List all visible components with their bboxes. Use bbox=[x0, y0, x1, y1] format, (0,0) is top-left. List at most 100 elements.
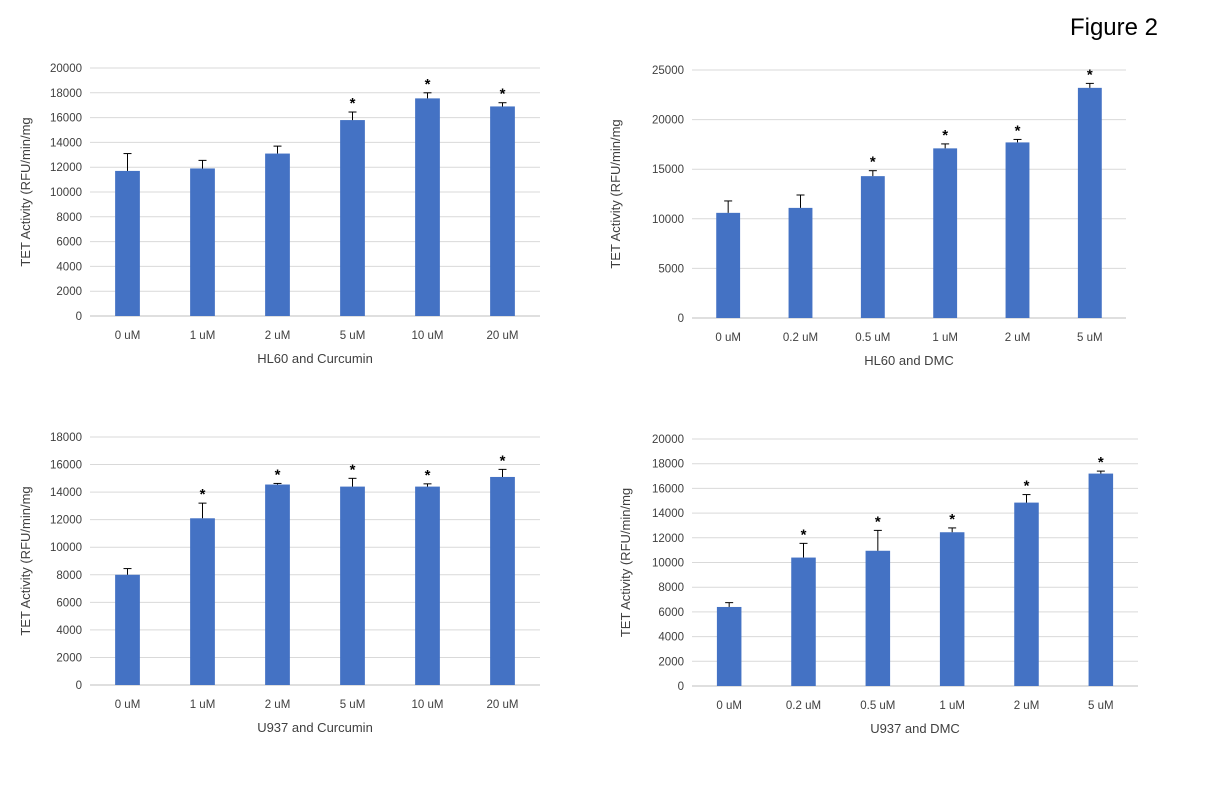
bar bbox=[865, 550, 891, 686]
y-tick-label: 8000 bbox=[56, 570, 82, 582]
y-tick-label: 2000 bbox=[56, 286, 82, 298]
x-tick-label: 0.2 uM bbox=[786, 700, 821, 712]
y-tick-label: 12000 bbox=[50, 162, 82, 174]
significance-marker: * bbox=[275, 466, 281, 483]
x-axis-title: HL60 and DMC bbox=[864, 353, 954, 368]
chart-svg: 0 2000 4000 6000 8000 10000 12000 14000 16000 180… bbox=[18, 63, 540, 366]
y-tick-label: 4000 bbox=[56, 261, 82, 273]
chart-u937-curcumin: 0 2000 4000 6000 8000 10000 12000 14000 16000 180… bbox=[10, 420, 610, 798]
significance-marker: * bbox=[350, 95, 356, 112]
x-tick-label: 5 uM bbox=[340, 699, 366, 711]
bar bbox=[1088, 473, 1114, 686]
y-tick-label: 14000 bbox=[50, 137, 82, 149]
bar bbox=[939, 532, 965, 686]
significance-marker: * bbox=[949, 511, 955, 528]
y-tick-label: 0 bbox=[678, 313, 684, 325]
y-tick-label: 14000 bbox=[50, 487, 82, 499]
bar bbox=[788, 207, 813, 318]
bar bbox=[716, 606, 742, 686]
figure-label: Figure 2 bbox=[1069, 14, 1158, 41]
y-tick-label: 14000 bbox=[652, 508, 684, 520]
significance-marker: * bbox=[942, 127, 948, 144]
significance-marker: * bbox=[500, 452, 506, 469]
y-tick-label: 6000 bbox=[658, 607, 684, 619]
x-tick-label: 2 uM bbox=[1014, 700, 1040, 712]
significance-marker: * bbox=[425, 76, 431, 93]
x-axis-title: U937 and DMC bbox=[870, 721, 960, 736]
y-tick-label: 20000 bbox=[652, 434, 684, 446]
bar bbox=[340, 120, 365, 316]
x-tick-label: 20 uM bbox=[487, 330, 519, 342]
x-axis-title: U937 and Curcumin bbox=[257, 720, 373, 735]
x-tick-label: 0 uM bbox=[716, 700, 742, 712]
chart-svg: 0 2000 4000 6000 8000 10000 12000 14000 16000 180… bbox=[18, 432, 540, 735]
chart-u937-dmc: 0 2000 4000 6000 8000 10000 12000 14000 16000 180… bbox=[610, 422, 1210, 800]
y-tick-label: 10000 bbox=[50, 187, 82, 199]
bar bbox=[490, 476, 515, 685]
bar bbox=[1005, 142, 1030, 318]
bar bbox=[115, 574, 140, 685]
y-tick-label: 18000 bbox=[50, 432, 82, 444]
x-tick-label: 2 uM bbox=[1005, 332, 1031, 344]
y-tick-label: 10000 bbox=[50, 542, 82, 554]
x-tick-label: 0 uM bbox=[115, 330, 141, 342]
chart-hl60-curcumin: 0 2000 4000 6000 8000 10000 12000 14000 16000 180… bbox=[10, 52, 610, 430]
x-tick-label: 0 uM bbox=[115, 699, 141, 711]
y-tick-label: 12000 bbox=[50, 515, 82, 527]
x-tick-label: 1 uM bbox=[190, 699, 216, 711]
bar bbox=[791, 557, 816, 686]
y-tick-label: 8000 bbox=[658, 582, 684, 594]
significance-marker: * bbox=[801, 526, 807, 543]
bar bbox=[415, 98, 440, 316]
y-tick-label: 12000 bbox=[652, 533, 684, 545]
x-tick-label: 2 uM bbox=[265, 330, 291, 342]
bar bbox=[115, 170, 140, 316]
bar bbox=[1077, 87, 1102, 318]
y-tick-label: 4000 bbox=[56, 625, 82, 637]
x-tick-label: 1 uM bbox=[190, 330, 216, 342]
y-tick-label: 6000 bbox=[56, 237, 82, 249]
significance-marker: * bbox=[425, 467, 431, 484]
bar bbox=[265, 484, 290, 685]
x-tick-label: 10 uM bbox=[412, 699, 444, 711]
y-tick-label: 16000 bbox=[652, 483, 684, 495]
y-tick-label: 10000 bbox=[652, 214, 684, 226]
x-tick-label: 2 uM bbox=[265, 699, 291, 711]
significance-marker: * bbox=[870, 154, 876, 171]
y-tick-label: 0 bbox=[76, 311, 82, 323]
bar bbox=[340, 486, 365, 685]
chart-svg: 0 5000 10000 15000 20000 25000 0 uM 0.2 uM * 0.5 … bbox=[608, 65, 1126, 368]
y-tick-label: 6000 bbox=[56, 597, 82, 609]
y-axis-title: TET Activity (RFU/min/mg bbox=[18, 486, 33, 635]
x-tick-label: 0 uM bbox=[715, 332, 741, 344]
significance-marker: * bbox=[1087, 66, 1093, 83]
y-tick-label: 8000 bbox=[56, 212, 82, 224]
bar bbox=[415, 486, 440, 685]
x-tick-label: 5 uM bbox=[340, 330, 366, 342]
y-tick-label: 15000 bbox=[652, 164, 684, 176]
y-tick-label: 2000 bbox=[658, 656, 684, 668]
bar bbox=[190, 518, 215, 685]
significance-marker: * bbox=[1024, 478, 1030, 495]
bar bbox=[933, 148, 958, 318]
bar bbox=[860, 176, 885, 318]
significance-marker: * bbox=[500, 86, 506, 103]
y-tick-label: 10000 bbox=[652, 558, 684, 570]
y-tick-label: 0 bbox=[678, 681, 684, 693]
x-tick-label: 0.2 uM bbox=[783, 332, 818, 344]
y-axis-title: TET Activity (RFU/min/mg bbox=[608, 119, 623, 268]
y-tick-label: 16000 bbox=[50, 113, 82, 125]
x-tick-label: 1 uM bbox=[939, 700, 965, 712]
y-tick-label: 18000 bbox=[50, 88, 82, 100]
y-tick-label: 2000 bbox=[56, 652, 82, 664]
y-tick-label: 16000 bbox=[50, 460, 82, 472]
chart-hl60-dmc: 0 5000 10000 15000 20000 25000 0 uM 0.2 uM * 0.5 … bbox=[600, 52, 1200, 430]
x-tick-label: 0.5 uM bbox=[860, 700, 895, 712]
y-tick-label: 18000 bbox=[652, 459, 684, 471]
x-axis-title: HL60 and Curcumin bbox=[257, 351, 373, 366]
significance-marker: * bbox=[200, 486, 206, 503]
bar bbox=[716, 212, 741, 318]
y-tick-label: 25000 bbox=[652, 65, 684, 77]
x-tick-label: 20 uM bbox=[487, 699, 519, 711]
chart-svg: 0 2000 4000 6000 8000 10000 12000 14000 16000 180… bbox=[618, 434, 1138, 736]
